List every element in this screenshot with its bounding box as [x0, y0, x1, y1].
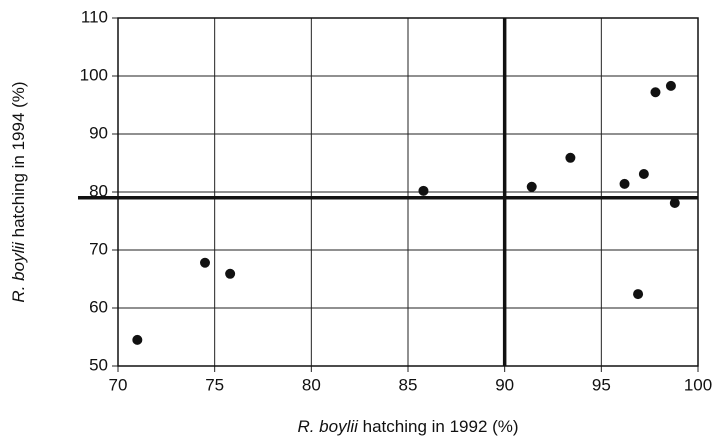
y-tick-label: 60	[89, 297, 108, 316]
point	[665, 80, 676, 91]
x-tick-label: 70	[109, 375, 128, 394]
y-tick-label: 80	[89, 181, 108, 200]
y-label-rest: hatching in 1994 (%)	[9, 81, 28, 242]
point	[225, 268, 236, 279]
x-tick-label: 95	[592, 375, 611, 394]
y-tick-label: 100	[80, 65, 108, 84]
y-label-italic: R. boylii	[9, 241, 28, 303]
point	[526, 181, 537, 192]
x-tick-label: 100	[684, 375, 712, 394]
point	[132, 334, 143, 345]
point	[650, 87, 661, 98]
y-axis-label: R. boylii hatching in 1994 (%)	[9, 81, 28, 302]
x-tick-label: 90	[495, 375, 514, 394]
point	[200, 257, 210, 268]
point	[669, 198, 680, 209]
y-tick-label: 70	[89, 239, 108, 258]
point	[619, 178, 630, 189]
x-tick-label: 85	[399, 375, 418, 394]
y-tick-label: 90	[89, 123, 108, 142]
x-tick-label: 80	[302, 375, 321, 394]
point	[638, 169, 649, 180]
x-tick-label: 75	[205, 375, 224, 394]
x-label-rest: hatching in 1992 (%)	[358, 417, 519, 436]
y-tick-label: 110	[81, 7, 108, 26]
point	[565, 152, 576, 163]
x-axis-label: R. boylii hatching in 1992 (%)	[297, 417, 518, 436]
y-tick-label: 50	[89, 355, 108, 374]
plot-frame	[117, 17, 699, 367]
point	[418, 185, 429, 196]
point	[633, 289, 644, 300]
x-label-italic: R. boylii	[297, 417, 359, 436]
